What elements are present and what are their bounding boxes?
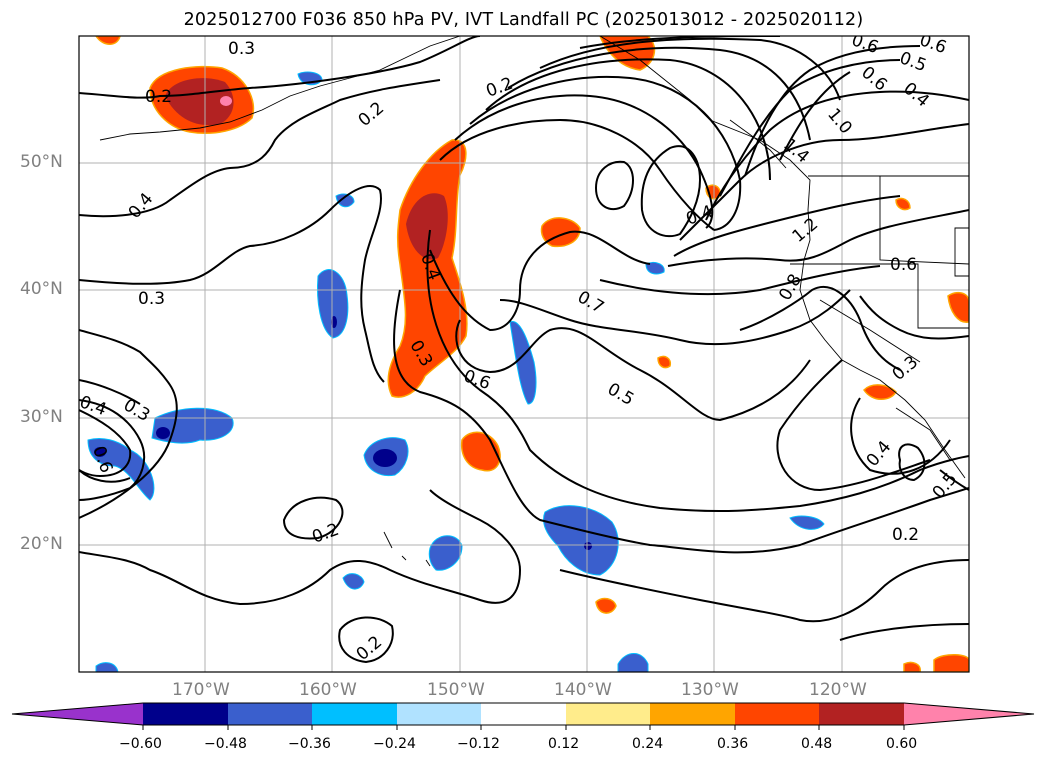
lon-label-130w: 130°W [681, 680, 739, 700]
contour-label: 0.2 [355, 98, 389, 131]
lon-label-160w: 160°W [299, 680, 357, 700]
neg-pv-core [156, 427, 170, 439]
colorbar-segment [481, 703, 566, 725]
colorbar-segment [735, 703, 819, 725]
neg-pv-blob [428, 535, 463, 571]
neg-pv-core [94, 447, 106, 457]
contour-label: 0.3 [138, 289, 165, 309]
negative-pv-fills [87, 71, 825, 672]
neg-pv-blob [95, 662, 119, 672]
contour-label: 0.7 [574, 287, 607, 318]
lat-label-20n: 20°N [20, 534, 63, 554]
colorbar-segment [566, 703, 650, 725]
contour-label: 0.6 [890, 255, 917, 275]
contour-label: 0.3 [120, 395, 153, 426]
neg-pv-blob [317, 269, 349, 339]
pos-pv-blob [947, 291, 969, 323]
contour-label: 0.2 [310, 520, 342, 548]
colorbar-tick-label: 0.48 [801, 736, 833, 752]
contour-label: 1.4 [779, 135, 813, 168]
colorbar-segment [650, 703, 735, 725]
pos-pv-blob [933, 654, 969, 672]
contour-label: 0.6 [849, 30, 881, 58]
contour-label: 0.6 [857, 63, 891, 96]
colorbar-tick-label: −0.48 [204, 736, 247, 752]
neg-pv-blob [335, 193, 355, 208]
pos-pv-blob [595, 597, 617, 614]
pos-pv-blob [895, 197, 911, 211]
contour-label: 0.3 [228, 39, 255, 59]
contour-label: 1.2 [789, 214, 823, 247]
map-title: 2025012700 F036 850 hPa PV, IVT Landfall… [183, 10, 864, 30]
colorbar-segment [397, 703, 481, 725]
colorbar-extend-left [12, 703, 143, 725]
neg-pv-blob [789, 515, 825, 530]
contour-label: 0.5 [604, 379, 637, 410]
colorbar-segment [143, 703, 228, 725]
contour-label: 0.4 [899, 79, 933, 112]
colorbar-tick-label: −0.36 [288, 736, 331, 752]
colorbar-segment [312, 703, 397, 725]
colorbar-tick-label: −0.12 [457, 736, 500, 752]
contour-label: 0.5 [929, 469, 962, 503]
contour-label: 0.4 [125, 189, 158, 223]
neg-pv-blob [645, 261, 665, 275]
contour-label: 0.2 [892, 525, 919, 545]
contour-label: 0.5 [897, 48, 929, 76]
neg-pv-blob [617, 653, 649, 672]
colorbar-tick-label: −0.60 [119, 736, 162, 752]
contour-label: 0.4 [77, 392, 109, 420]
pos-pv-blob [460, 431, 501, 472]
pos-pv-blob [95, 36, 121, 45]
colorbar-extend-right [904, 703, 1034, 725]
gridlines [79, 36, 969, 672]
pv-contours [79, 36, 969, 664]
pos-pv-max [220, 96, 232, 106]
neg-pv-blob [342, 573, 365, 590]
colorbar-tick-label: 0.12 [548, 736, 580, 752]
contour-label: 0.3 [889, 352, 923, 385]
map-plot-area: 0.3 0.2 0.2 0.2 0.4 0.3 0.4 0.3 0.6 0.4 … [77, 30, 969, 672]
pos-pv-core [406, 193, 448, 260]
colorbar-segment [228, 703, 312, 725]
lon-label-170w: 170°W [172, 680, 230, 700]
pos-pv-blob [657, 355, 672, 369]
colorbar-tick-label: 0.24 [632, 736, 664, 752]
colorbar-tick-label: −0.24 [373, 736, 416, 752]
colorbar-segment [819, 703, 904, 725]
map-frame [78, 35, 970, 673]
pos-pv-core [165, 78, 234, 126]
lon-label-150w: 150°W [427, 680, 485, 700]
contour-label: 1.0 [823, 105, 856, 139]
neg-pv-blob [509, 321, 537, 405]
pos-pv-blob [863, 384, 897, 400]
lat-label-30n: 30°N [20, 407, 63, 427]
lat-label-40n: 40°N [20, 279, 63, 299]
pos-pv-blob [903, 661, 921, 672]
colorbar-tick-label: 0.36 [717, 736, 749, 752]
neg-pv-blob [543, 505, 619, 576]
lat-label-50n: 50°N [20, 152, 63, 172]
contour-label: 0.6 [461, 366, 493, 394]
contour-label: 0.4 [863, 437, 896, 471]
lon-label-120w: 120°W [809, 680, 867, 700]
colorbar-tick-label: 0.60 [886, 736, 918, 752]
neg-pv-core [373, 449, 397, 467]
neg-pv-core [584, 542, 592, 550]
colorbar [11, 702, 1035, 730]
contour-label: 0.2 [145, 87, 172, 107]
lon-label-140w: 140°W [554, 680, 612, 700]
